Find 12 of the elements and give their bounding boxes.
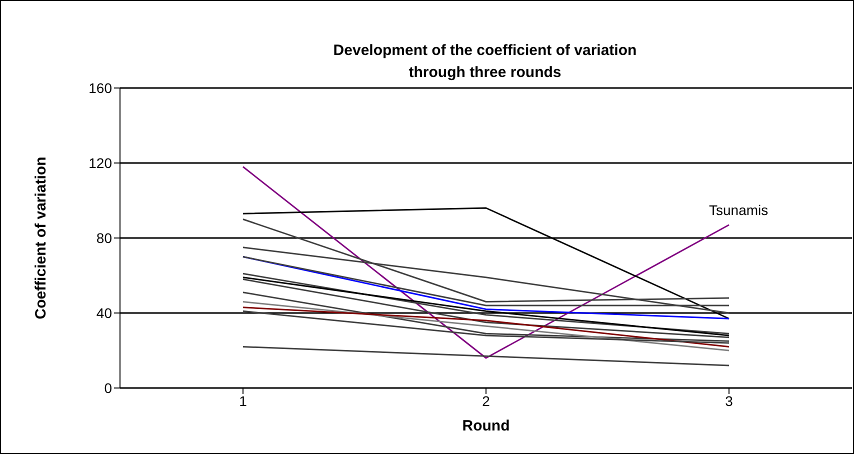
y-tick-label: 120 [88,154,112,171]
x-tick-label: 1 [239,392,248,409]
y-tick-label: 160 [88,80,112,96]
y-tick-label: 0 [104,380,112,396]
y-tick-label: 80 [96,230,112,246]
series-label: Tsunamis [709,202,768,218]
y-axis-title: Coefficient of variation [32,156,50,320]
x-axis-title: Round [462,418,510,435]
chart-title: Development of the coefficient of variation through three rounds [332,41,638,83]
x-tick-label: 3 [725,392,734,409]
y-tick-label: 40 [96,304,112,321]
x-tick-label: 2 [482,392,490,409]
